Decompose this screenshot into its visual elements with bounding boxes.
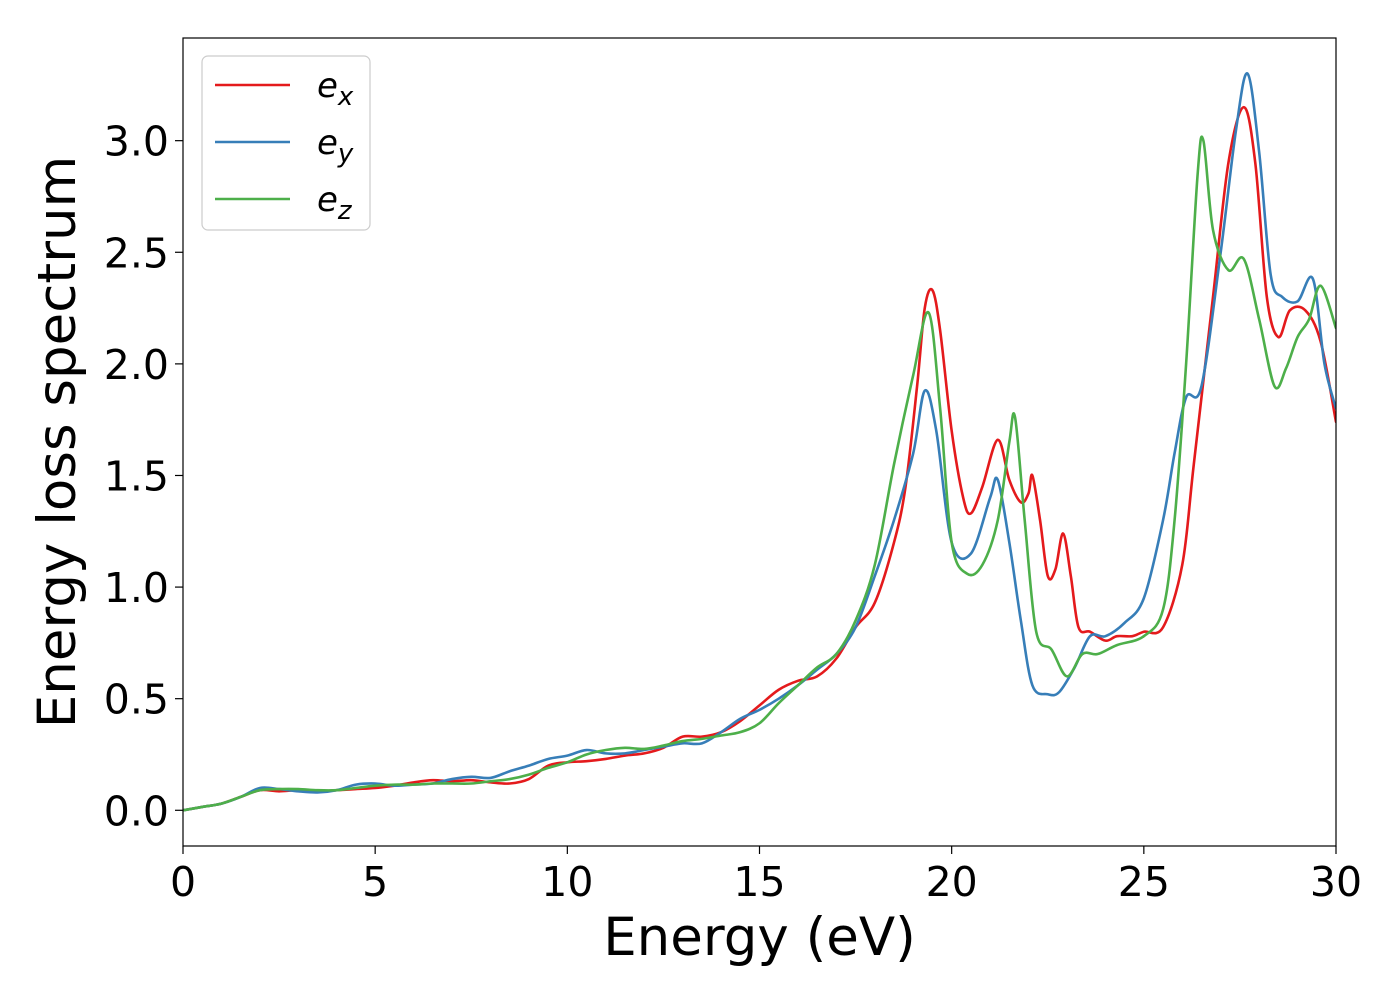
series-line-ez (183, 135, 1336, 812)
y-tick-label: 1.0 (104, 564, 169, 612)
y-axis: 0.0 0.5 1.0 1.5 2.0 2.5 3.0 (104, 118, 183, 835)
x-axis: 0 5 10 15 20 25 30 (170, 846, 1362, 906)
x-axis-title: Energy (eV) (603, 907, 916, 968)
y-axis-title: Energy loss spectrum (27, 156, 88, 728)
x-tick-label: 30 (1310, 858, 1362, 906)
x-tick-label: 10 (541, 858, 593, 906)
legend-label-subscript: y (337, 139, 354, 169)
y-tick-label: 2.0 (104, 341, 169, 389)
legend-label-base: e (317, 180, 338, 220)
legend-label-ez: ez (317, 180, 353, 226)
x-tick-label: 15 (733, 858, 785, 906)
y-tick-label: 1.5 (104, 452, 169, 500)
legend-label-subscript: x (337, 82, 354, 112)
legend-label-base: e (317, 123, 338, 163)
y-tick-label: 0.0 (104, 787, 169, 835)
x-tick-label: 0 (170, 858, 196, 906)
legend-label-base: e (317, 66, 338, 106)
y-tick-label: 2.5 (104, 229, 169, 277)
x-tick-label: 20 (926, 858, 978, 906)
legend-label-ey: ey (317, 123, 354, 169)
series-layer (183, 72, 1336, 812)
y-tick-label: 0.5 (104, 676, 169, 724)
y-tick-label: 3.0 (104, 118, 169, 166)
x-tick-label: 25 (1118, 858, 1170, 906)
x-tick-label: 5 (362, 858, 388, 906)
legend-label-subscript: z (337, 196, 353, 226)
series-line-ex (183, 105, 1336, 812)
legend-label-ex: ex (317, 66, 354, 112)
